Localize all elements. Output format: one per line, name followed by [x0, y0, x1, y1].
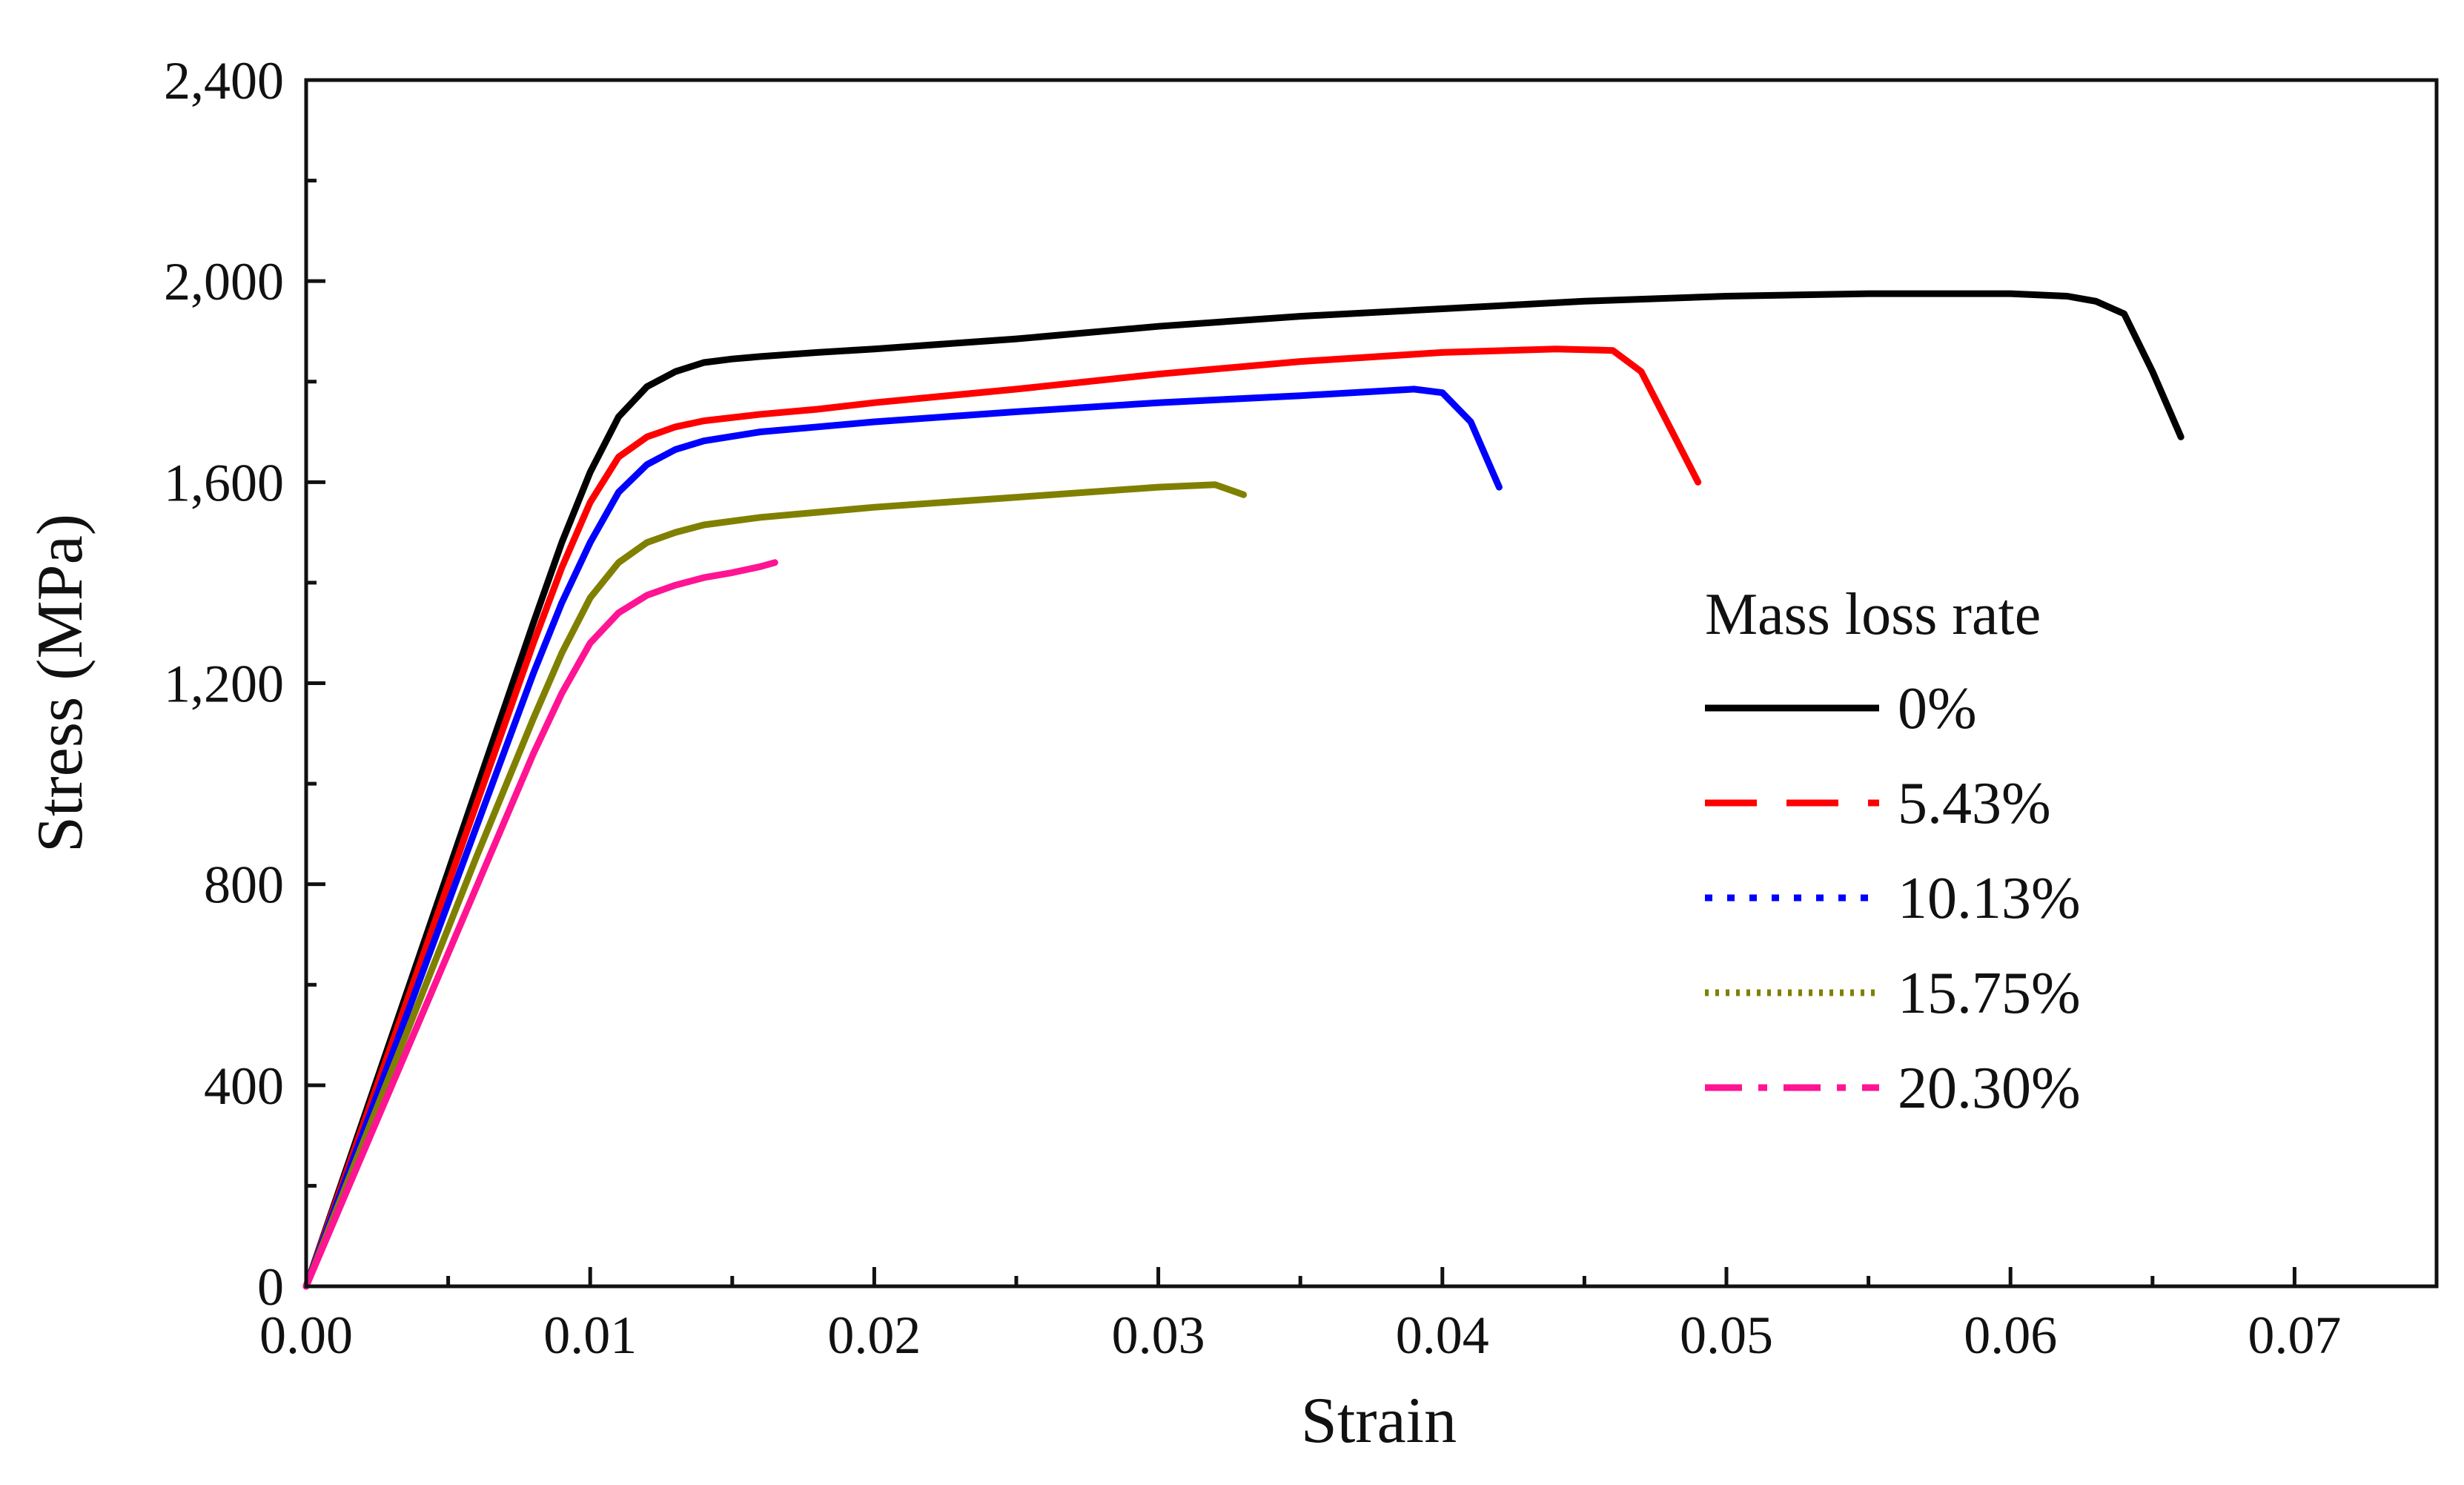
x-tick-label: 0.00 [259, 1306, 353, 1365]
series-line-5 [302, 559, 778, 1290]
y-tick-label: 1,600 [164, 453, 284, 512]
x-tick-label: 0.07 [2248, 1306, 2341, 1365]
series-line-1 [302, 290, 2185, 1290]
series-line-4 [302, 481, 1248, 1290]
legend: Mass loss rate 0% 5.43% 10.13% 15.75% 20.30% [1705, 582, 2081, 1121]
legend-label-3: 10.13% [1898, 866, 2081, 931]
y-tick-label: 2,000 [164, 252, 284, 311]
y-axis-title: Stress (MPa) [24, 514, 96, 853]
y-tick-label: 2,400 [164, 51, 284, 110]
legend-label-5: 20.30% [1898, 1056, 2081, 1121]
x-axis: 0.00 0.01 0.02 0.03 0.04 0.05 0.06 0.07 [259, 1267, 2341, 1365]
y-axis: 0 400 800 1,200 1,600 2,000 2,400 [164, 51, 325, 1317]
x-tick-label: 0.01 [543, 1306, 637, 1365]
y-tick-label: 0 [257, 1257, 284, 1317]
x-tick-label: 0.02 [827, 1306, 921, 1365]
legend-label-1: 0% [1898, 676, 1977, 741]
series-layer [302, 290, 2185, 1290]
legend-title: Mass loss rate [1705, 582, 2041, 647]
x-axis-title: Strain [1301, 1385, 1457, 1457]
y-tick-label: 1,200 [164, 655, 284, 714]
x-tick-label: 0.03 [1112, 1306, 1205, 1365]
x-tick-label: 0.05 [1680, 1306, 1773, 1365]
series-line-2 [302, 345, 1702, 1290]
legend-label-2: 5.43% [1898, 771, 2051, 836]
x-tick-label: 0.06 [1964, 1306, 2057, 1365]
series-line-3 [302, 386, 1503, 1290]
legend-label-4: 15.75% [1898, 961, 2081, 1026]
y-tick-label: 400 [204, 1056, 284, 1116]
x-tick-label: 0.04 [1396, 1306, 1489, 1365]
y-tick-label: 800 [204, 856, 284, 915]
